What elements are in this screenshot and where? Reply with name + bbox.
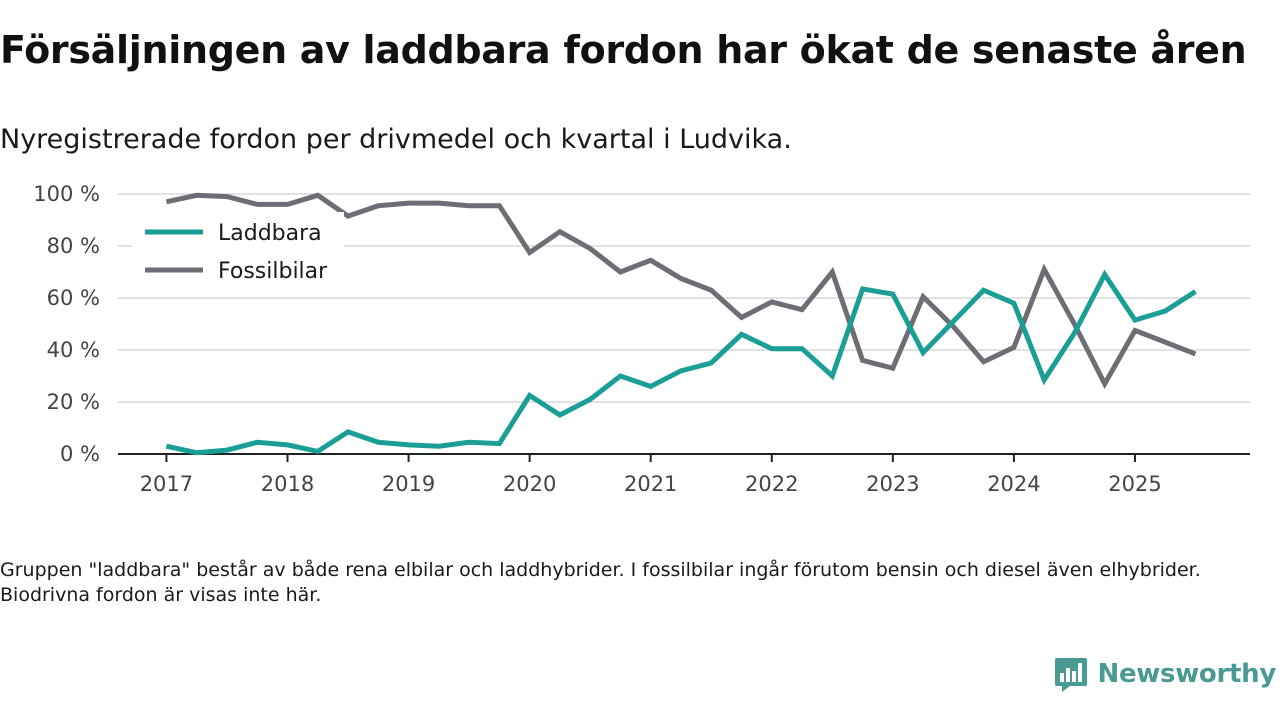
x-tick-label: 2021 [624,472,677,496]
x-tick-label: 2017 [140,472,193,496]
legend: Laddbara Fossilbilar [132,212,344,294]
x-tick-label: 2018 [261,472,314,496]
x-tick-label: 2024 [987,472,1040,496]
line-chart: 0 % 20 % 40 % 60 % 80 % 100 % 2017 2018 2019 2020… [33,182,1250,496]
y-tick-label: 40 % [47,338,100,362]
axes: 0 % 20 % 40 % 60 % 80 % 100 % 2017 2018 2019 2020… [33,182,1250,496]
series-lines [165,192,1197,456]
y-tick-label: 20 % [47,390,100,414]
y-tick-label: 0 % [60,442,100,466]
y-tick-label: 100 % [33,182,100,206]
series-line-fossilbilar [165,192,1197,390]
footnote: Gruppen "laddbara" består av både rena e… [0,559,1201,606]
legend-label-fossilbilar: Fossilbilar [218,259,328,284]
chart-subtitle: Nyregistrerade fordon per drivmedel och … [0,124,792,155]
chart-title: Försäljningen av laddbara fordon har öka… [0,28,1247,72]
x-tick-label: 2022 [745,472,798,496]
x-tick-label: 2020 [503,472,556,496]
brand-name: Newsworthy [1097,659,1277,689]
x-tick-label: 2025 [1108,472,1161,496]
x-tick-label: 2019 [382,472,435,496]
legend-background [132,212,344,294]
series-line-laddbara [165,269,1197,456]
x-tick-label: 2023 [866,472,919,496]
brand-logo[interactable]: Newsworthy [1054,656,1276,692]
y-tick-label: 80 % [47,234,100,258]
newsworthy-chart-bubble-icon [1054,658,1087,692]
y-tick-label: 60 % [47,286,100,310]
legend-label-laddbara: Laddbara [218,221,322,246]
